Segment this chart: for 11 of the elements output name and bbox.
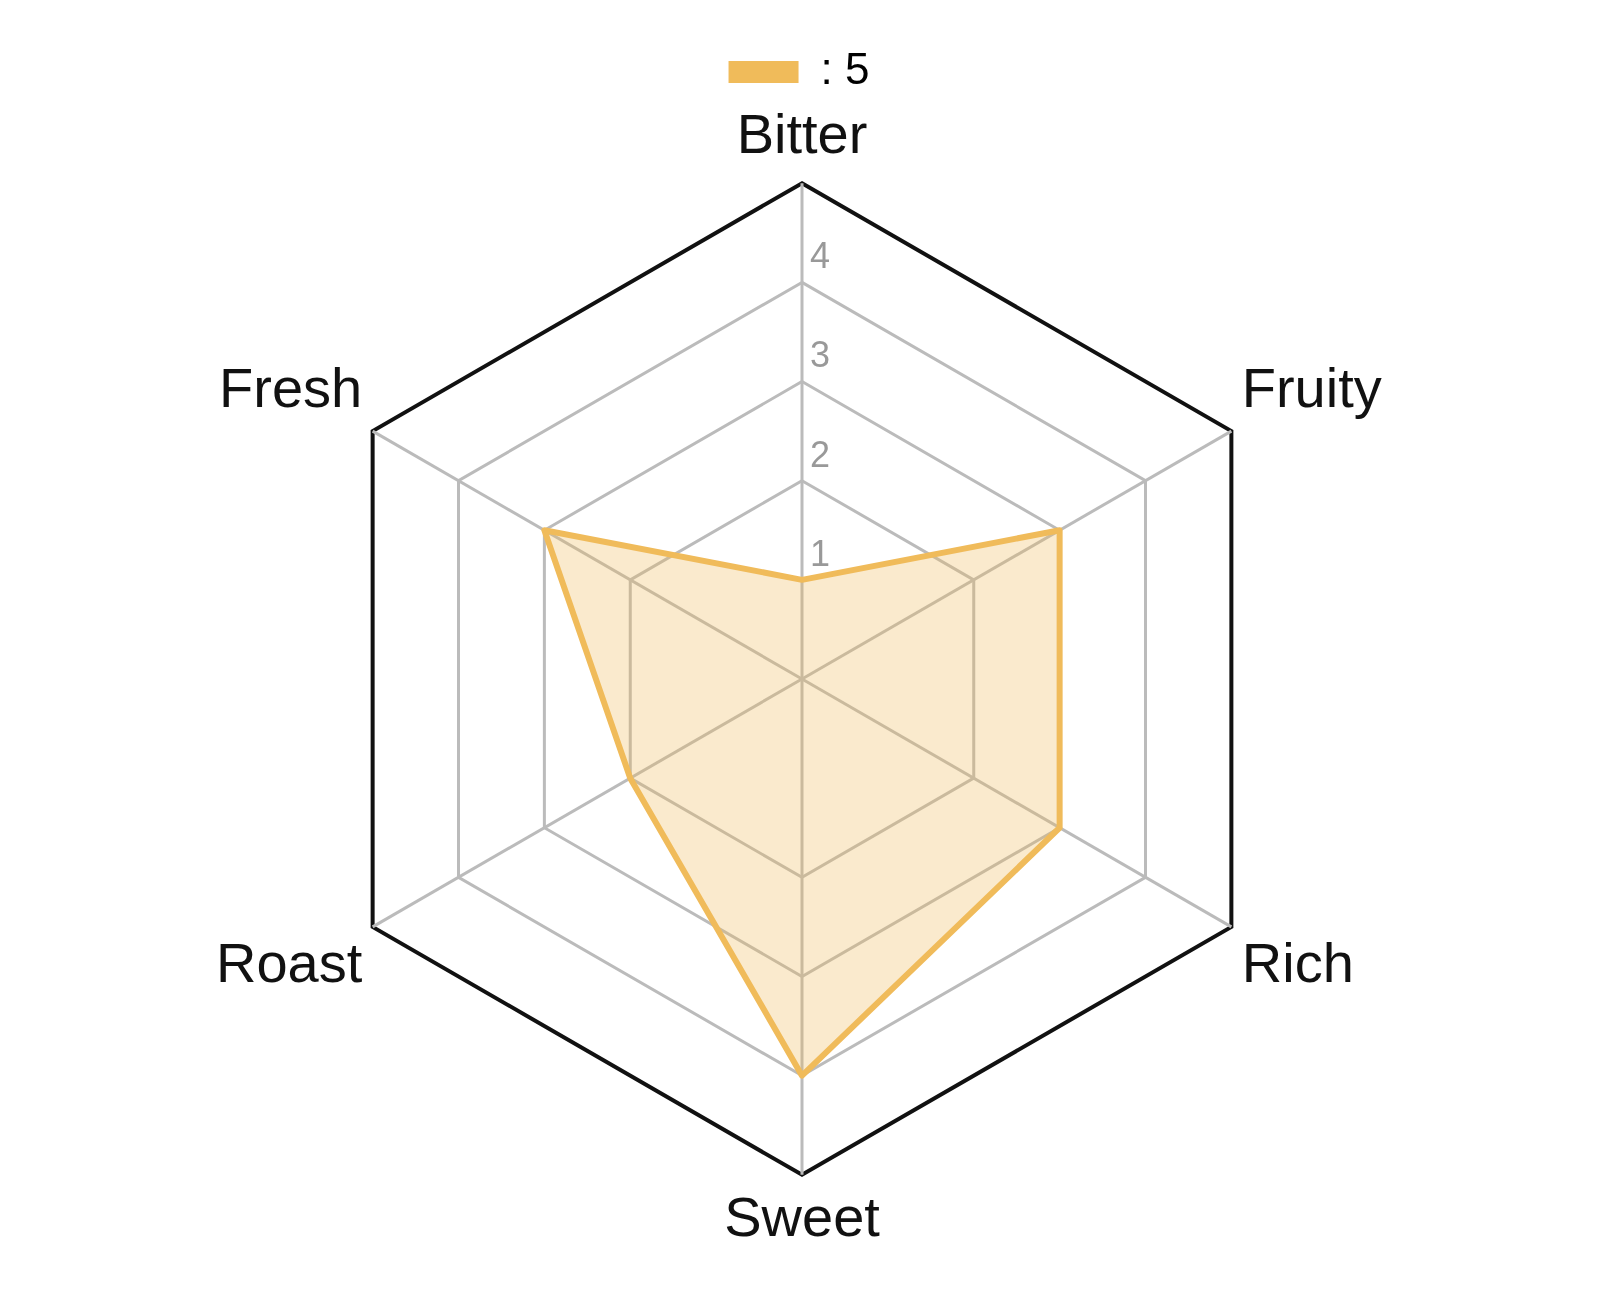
spoke-label: Bitter [736,102,868,166]
legend-label: : 5 [820,44,870,94]
spoke-label: Fruity [1241,355,1382,419]
spoke-label: Roast [215,930,363,994]
y-tick-label: 4 [810,235,831,277]
spoke-label: Sweet [724,1184,881,1248]
y-tick-label: 3 [810,334,831,376]
y-tick-label: 2 [810,433,831,475]
spoke-label: Fresh [219,355,363,419]
y-tick-label: 1 [810,532,831,574]
spoke-label: Rich [1241,930,1354,994]
